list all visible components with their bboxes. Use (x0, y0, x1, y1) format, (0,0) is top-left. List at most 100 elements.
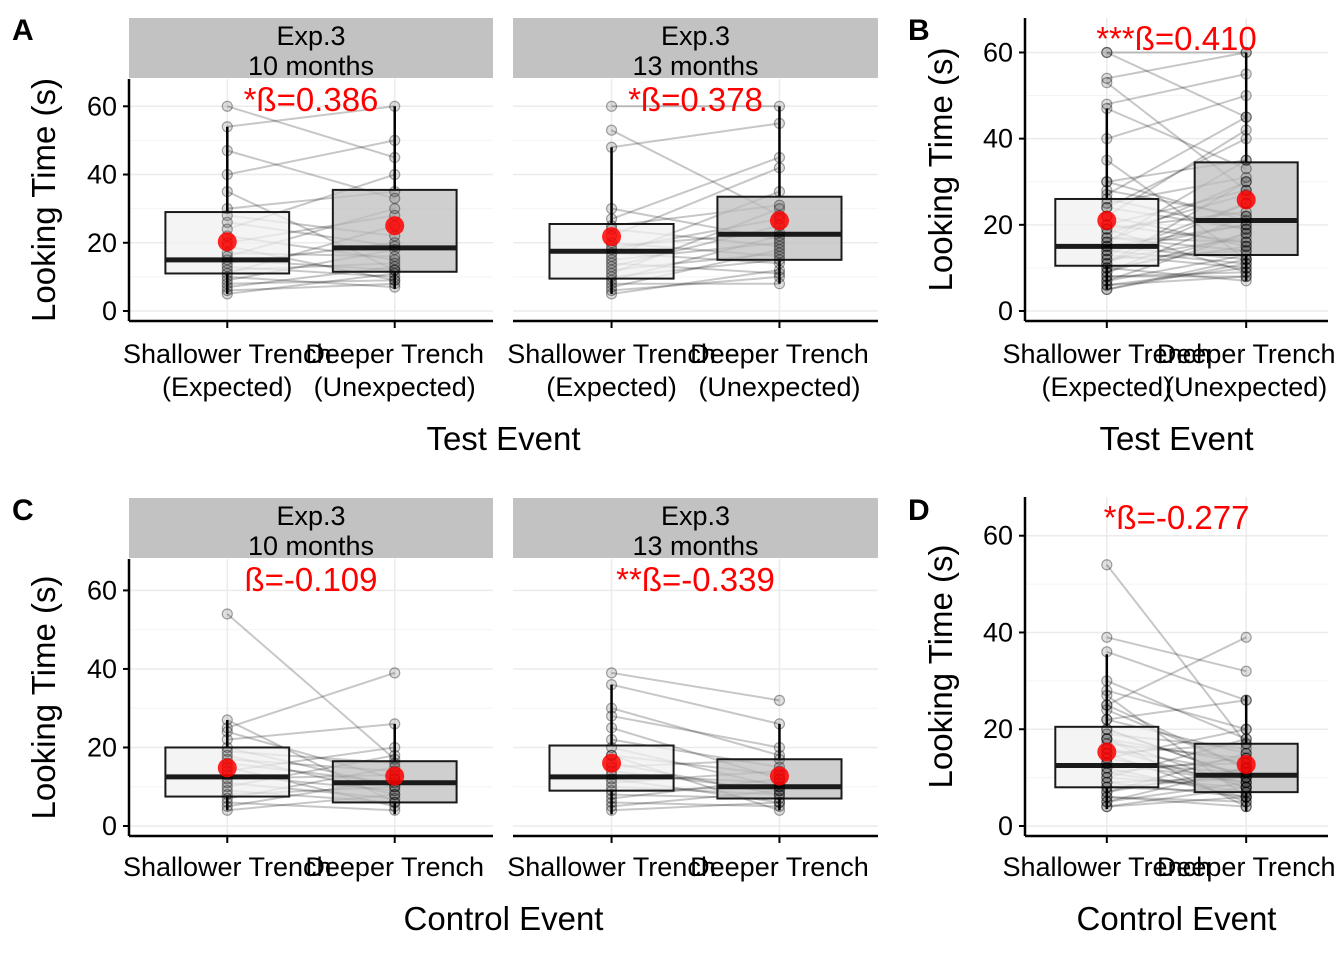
pair-line-b-0-24 (1106, 51, 1247, 119)
data-point-b-0-18-1 (1240, 210, 1252, 222)
data-point-b-0-31-1 (1240, 176, 1252, 188)
pair-line-c-0-2 (227, 801, 395, 812)
data-point-a-0-19-1 (389, 185, 401, 198)
y-tick-label-a-1: 20 (87, 228, 117, 258)
y-tick-label-b-1: 20 (983, 210, 1013, 240)
data-point-c-0-0-0 (221, 804, 233, 816)
mean-point-c-0-1 (385, 766, 405, 786)
pair-line-b-0-21 (1106, 94, 1247, 140)
data-point-d-0-17-1 (1240, 694, 1252, 706)
facet-a-1: Exp.313 months*ß=0.378 Shallower Trench (E… (507, 18, 878, 402)
pair-line-a-1-19 (611, 156, 780, 220)
data-point-b-0-46-1 (1240, 68, 1252, 80)
data-point-c-0-14-1 (389, 788, 401, 801)
data-point-a-0-17-1 (389, 240, 401, 252)
mean-point-c-1-0 (602, 753, 622, 773)
data-point-a-1-0-0 (605, 288, 618, 300)
data-point-c-1-18-1 (773, 749, 786, 761)
panel-letter-c: C (12, 494, 34, 527)
data-point-a-1-23-1 (773, 100, 786, 112)
data-point-b-0-10-0 (1101, 240, 1113, 252)
data-point-b-0-3-1 (1240, 266, 1252, 278)
data-point-a-0-1-1 (389, 278, 401, 290)
data-point-b-0-5-1 (1240, 275, 1252, 287)
x-axis-title-d: Control Event (1077, 900, 1277, 937)
data-point-d-0-17-0 (1101, 713, 1113, 726)
data-point-d-0-7-1 (1240, 786, 1252, 798)
strip-label-c-0-1: 10 months (248, 531, 374, 561)
data-point-a-1-15-1 (773, 250, 786, 263)
data-point-d-0-15-1 (1240, 742, 1252, 755)
facet-a-0: Exp.310 months*ß=0.386 Shallower Trench (E… (123, 18, 493, 402)
pair-line-c-1-0 (611, 801, 780, 812)
y-axis-title-a: Looking Time (s) (25, 78, 62, 322)
data-point-b-0-6-0 (1101, 258, 1113, 270)
x-tick-label-b-0-1: Deeper Trench (Unexpected) (1157, 339, 1336, 402)
data-point-c-1-2-0 (605, 796, 618, 809)
data-point-d-0-16-0 (1101, 723, 1113, 735)
data-point-c-1-18-0 (605, 702, 618, 714)
data-point-a-0-24-1 (389, 151, 401, 164)
data-point-b-0-8-1 (1240, 262, 1252, 274)
data-point-d-0-32-1 (1240, 776, 1252, 789)
pair-line-d-0-24 (1106, 795, 1247, 803)
data-point-b-0-31-0 (1101, 258, 1113, 270)
data-point-a-0-4-1 (389, 243, 401, 256)
x-tick-label-line-a-0-1-0: Deeper Trench (305, 339, 484, 369)
data-point-a-0-11-1 (389, 203, 401, 215)
x-tick-label-line-a-0-0-0: Shallower Trench (123, 339, 332, 369)
data-point-b-0-1-0 (1101, 279, 1113, 291)
data-point-a-0-8-1 (389, 271, 401, 283)
data-point-a-1-19-0 (605, 213, 618, 225)
data-point-b-0-27-0 (1101, 275, 1113, 287)
data-point-d-0-25-0 (1101, 786, 1113, 798)
data-point-b-0-35-0 (1101, 240, 1113, 252)
data-point-d-0-7-0 (1101, 767, 1113, 779)
data-point-c-1-6-1 (773, 788, 786, 801)
data-point-a-1-20-0 (605, 203, 618, 215)
data-point-c-0-21-0 (221, 722, 233, 734)
data-point-a-1-8-0 (605, 261, 618, 273)
data-point-d-0-5-0 (1101, 776, 1113, 789)
pair-line-a-0-23 (227, 105, 395, 128)
data-point-b-0-2-1 (1240, 249, 1252, 261)
data-point-a-0-19-0 (221, 203, 233, 215)
data-point-b-0-25-1 (1240, 253, 1252, 265)
y-tick-label-b-3: 60 (983, 37, 1013, 67)
pair-line-b-0-5 (1106, 266, 1247, 282)
data-point-a-0-0-1 (389, 267, 401, 280)
strip-label-a-1-0: Exp.3 (661, 21, 730, 51)
x-tick-label-c-0-1: Deeper Trench (305, 852, 484, 882)
pair-line-d-0-40 (1106, 679, 1247, 740)
data-point-b-0-15-1 (1240, 240, 1252, 252)
data-point-c-1-4-0 (605, 788, 618, 801)
x-tick-label-line-c-0-0-0: Shallower Trench (123, 852, 332, 882)
pair-line-a-1-1 (611, 275, 780, 292)
data-point-b-0-32-0 (1101, 253, 1113, 265)
x-tick-label-line-c-1-0-0: Shallower Trench (507, 852, 716, 882)
data-point-a-1-17-1 (773, 240, 786, 252)
facet-b-0: ***ß=0.410 Shallower Trench (Expected)Deep… (1003, 18, 1336, 402)
x-tick-label-line-a-1-1-0: Deeper Trench (690, 339, 869, 369)
pair-line-c-1-17 (611, 715, 780, 749)
y-tick-label-c-3: 60 (87, 575, 117, 605)
data-point-d-0-29-0 (1101, 767, 1113, 779)
data-point-a-1-7-1 (773, 247, 786, 259)
data-point-b-0-9-0 (1101, 245, 1113, 257)
data-point-d-0-40-1 (1240, 733, 1252, 745)
stat-annotation-a-0: *ß=0.386 (244, 81, 379, 118)
data-point-b-0-17-0 (1101, 193, 1113, 205)
x-tick-label-line-a-0-0-1: (Expected) (162, 372, 293, 402)
data-point-b-0-23-0 (1101, 72, 1113, 84)
data-point-d-0-30-1 (1240, 791, 1252, 803)
data-point-b-0-29-0 (1101, 266, 1113, 278)
data-point-d-0-1-0 (1101, 796, 1113, 808)
pair-line-c-0-17 (227, 722, 395, 741)
data-point-a-0-13-1 (389, 274, 401, 286)
data-point-c-1-3-0 (605, 792, 618, 805)
pair-line-c-1-20 (611, 671, 780, 702)
data-point-b-0-17-1 (1240, 223, 1252, 235)
data-point-a-0-3-0 (221, 278, 233, 290)
pair-line-d-0-41 (1106, 650, 1247, 702)
data-point-b-0-47-0 (1101, 77, 1113, 89)
